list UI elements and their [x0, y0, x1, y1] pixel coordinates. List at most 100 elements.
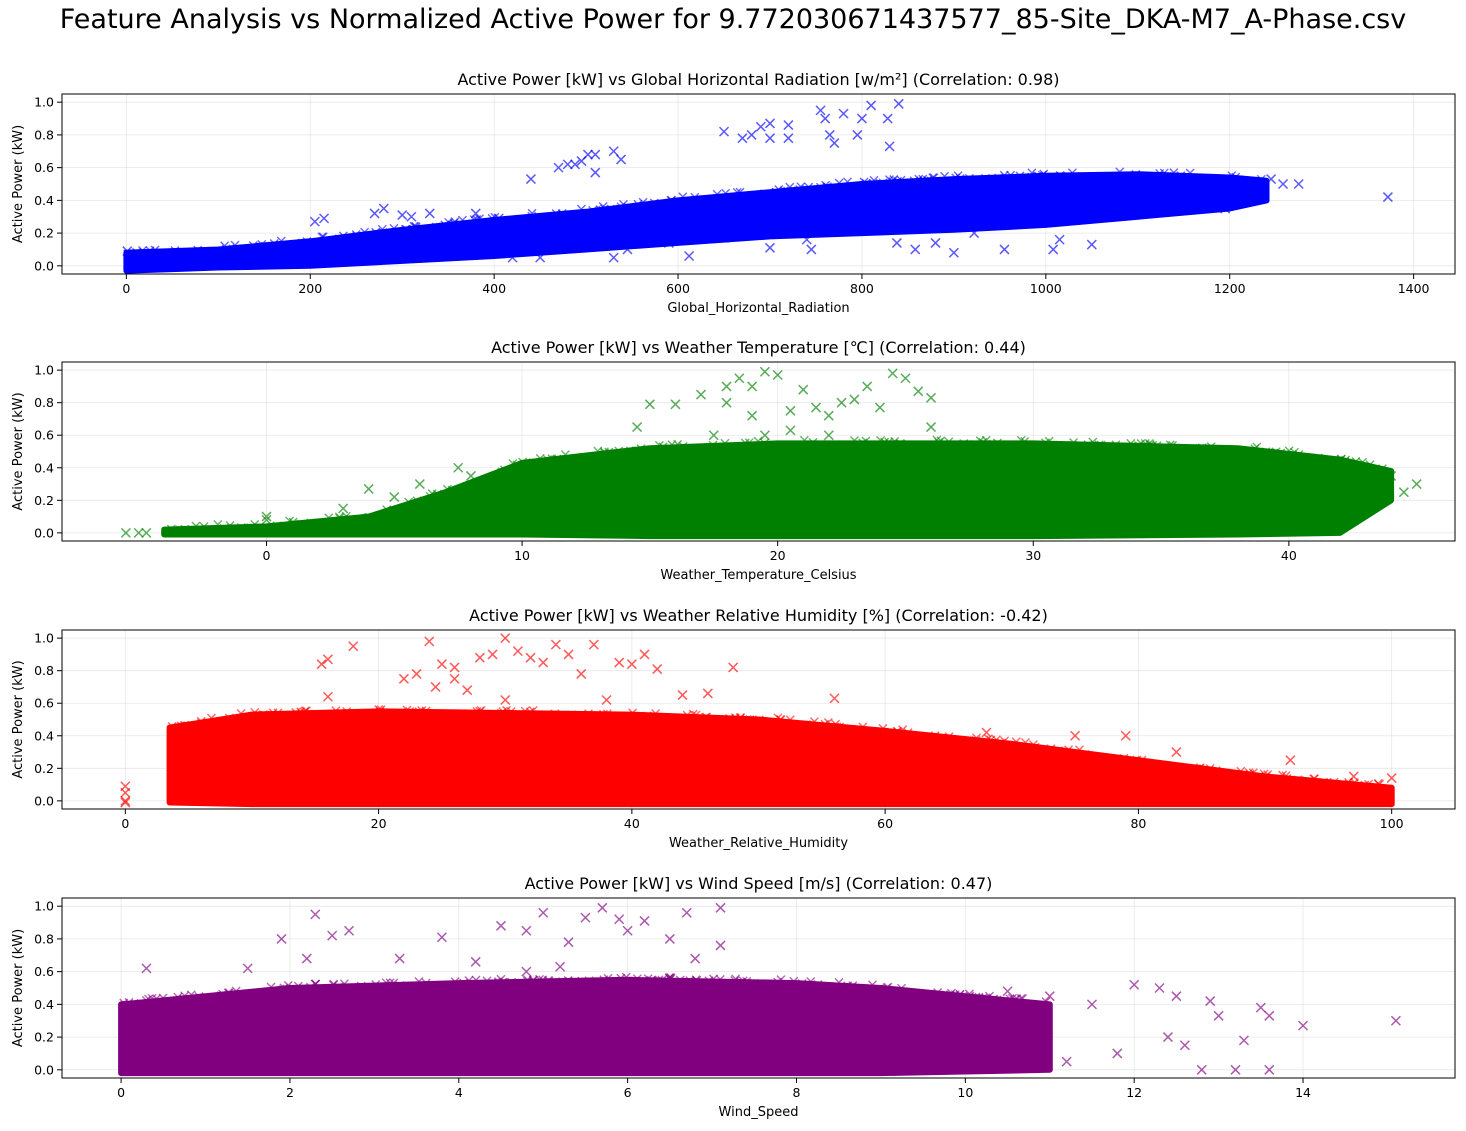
scatter-point: [1238, 1035, 1249, 1046]
scatter-point: [521, 966, 532, 977]
scatter-points: [122, 98, 1393, 274]
scatter-point: [1171, 991, 1182, 1002]
scatter-point: [120, 527, 131, 538]
axes-frame: [61, 897, 1456, 1079]
scatter-point: [1348, 771, 1359, 782]
point-cloud: [123, 171, 1270, 274]
scatter-point: [1154, 982, 1165, 994]
scatter-point: [1360, 462, 1371, 473]
subplot-1: 0 200 400 600 800 1000 1200 1400 0.0 0.2 0.4 0.6 0.8…: [11, 70, 1456, 316]
scatter-point: [663, 237, 674, 248]
scatter-point: [622, 925, 633, 936]
scatter-point: [759, 366, 770, 377]
scatter-points: [118, 902, 1401, 1077]
scatter-point: [759, 430, 770, 441]
scatter-point: [1061, 1056, 1072, 1067]
y-tick-label: 0.6: [34, 160, 54, 175]
scatter-point: [925, 422, 937, 433]
scatter-point: [474, 652, 485, 663]
scatter-point: [801, 234, 812, 245]
scatter-point: [141, 527, 152, 538]
scatter-point: [590, 149, 601, 160]
scatter-point: [823, 410, 834, 421]
scatter-point: [1386, 773, 1397, 784]
scatter-point: [123, 249, 134, 260]
scatter-point: [588, 639, 599, 650]
x-tick-label: 40: [624, 816, 640, 831]
scatter-point: [783, 120, 794, 131]
scatter-point: [525, 652, 536, 663]
scatter-point: [1002, 986, 1013, 997]
scatter-point: [608, 146, 619, 157]
y-axis-label: Active Power (kW): [11, 125, 26, 243]
scatter-point: [626, 659, 637, 670]
y-axis-label: Active Power (kW): [11, 392, 26, 510]
scatter-point: [319, 213, 330, 224]
scatter-point: [122, 246, 133, 257]
scatter-point: [538, 657, 549, 668]
scatter-point: [1398, 487, 1409, 498]
scatter-point: [718, 232, 730, 244]
y-tick-label: 0.4: [34, 728, 54, 743]
scatter-point: [1196, 1064, 1207, 1075]
x-tick-label: 20: [770, 548, 786, 563]
scatter-point: [398, 673, 409, 684]
x-tick-label: 30: [1025, 548, 1041, 563]
y-tick-label: 0.2: [34, 1030, 54, 1045]
y-tick-label: 0.8: [34, 395, 54, 410]
scatter-point: [449, 662, 460, 673]
scatter-point: [608, 252, 619, 263]
y-tick-label: 0.2: [34, 493, 54, 508]
y-tick-label: 0.2: [34, 226, 54, 241]
outlier-markers: [120, 633, 1397, 808]
scatter-point: [614, 914, 625, 925]
y-axis-label: Active Power (kW): [11, 660, 26, 778]
scatter-point: [734, 373, 745, 384]
y-tick-label: 0.0: [34, 258, 54, 273]
scatter-point: [838, 108, 849, 119]
scatter-point: [1373, 779, 1385, 790]
scatter-point: [348, 641, 359, 652]
y-tick-label: 0.0: [34, 1062, 54, 1077]
scatter-point: [884, 141, 895, 152]
scatter-point: [500, 633, 511, 644]
scatter-point: [576, 668, 587, 679]
scatter-point: [690, 953, 701, 964]
x-tick-label: 10: [514, 548, 530, 563]
scatter-point: [948, 247, 959, 258]
x-tick-label: 0: [121, 816, 129, 831]
scatter-point: [436, 659, 447, 670]
scatter-point: [664, 933, 675, 944]
scatter-point: [969, 228, 980, 239]
scatter-point: [820, 113, 831, 124]
scatter-point: [363, 483, 374, 494]
scatter-points: [120, 633, 1397, 808]
scatter-point: [644, 399, 655, 410]
scatter-point: [570, 159, 581, 170]
scatter-point: [755, 121, 766, 132]
scatter-point: [785, 405, 796, 416]
scatter-point: [500, 694, 511, 706]
scatter-point: [414, 479, 425, 490]
scatter-point: [322, 691, 333, 702]
x-tick-label: 14: [1295, 1085, 1311, 1100]
scatter-point: [555, 961, 566, 972]
scatter-point: [141, 963, 152, 974]
outlier-markers: [120, 366, 1422, 538]
scatter-point: [783, 133, 794, 144]
edge-markers: [167, 704, 1383, 790]
subplot-title: Active Power [kW] vs Weather Temperature…: [491, 338, 1026, 357]
scatter-point: [521, 925, 532, 936]
scatter-point: [538, 907, 549, 918]
scatter-point: [1205, 996, 1216, 1007]
x-tick-label: 1400: [1398, 281, 1430, 296]
y-tick-label: 0.8: [34, 663, 54, 678]
scatter-point: [622, 244, 633, 255]
scatter-point: [453, 462, 464, 473]
outlier-markers: [122, 98, 1393, 263]
scatter-point: [1171, 747, 1182, 758]
scatter-point: [1255, 1002, 1266, 1013]
scatter-point: [746, 129, 757, 140]
scatter-point: [639, 915, 650, 926]
